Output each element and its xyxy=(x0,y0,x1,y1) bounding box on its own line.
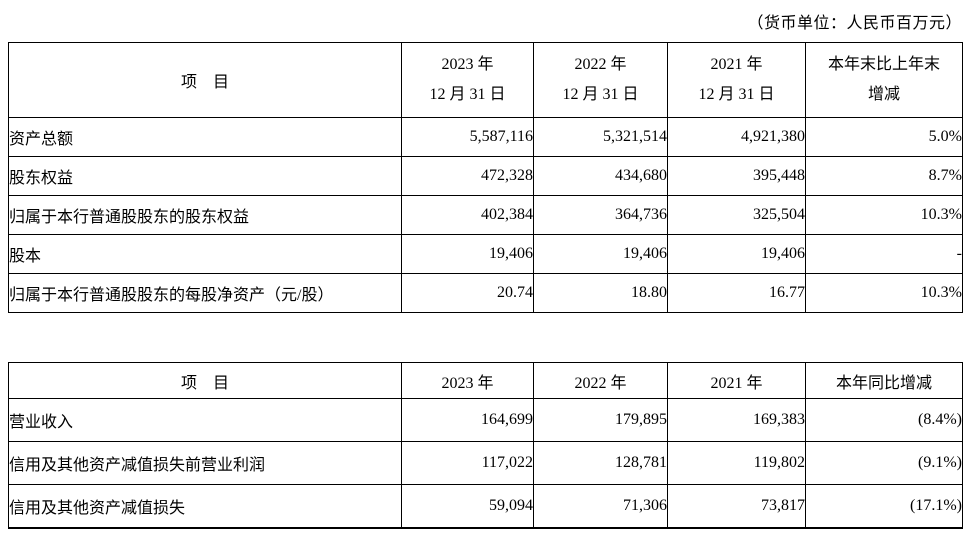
value-cell-2022: 18.80 xyxy=(533,273,668,313)
value-cell-2023: 117,022 xyxy=(401,441,534,485)
year-end-summary-table: 项 目 2023 年 12 月 31 日 2022 年 12 月 31 日 20 xyxy=(8,42,963,313)
value-cell-2023: 164,699 xyxy=(401,398,534,442)
value-cell-2022: 71,306 xyxy=(533,484,668,529)
item-cell: 营业收入 xyxy=(8,398,402,442)
value-cell-2021: 16.77 xyxy=(667,273,806,313)
annual-income-table: 项 目 2023 年 2022 年 2021 年 本年同比增减 营业收入 164… xyxy=(8,362,963,529)
value-cell-2021: 395,448 xyxy=(667,156,806,196)
change-cell: 10.3% xyxy=(805,273,963,313)
item-cell: 归属于本行普通股股东的每股净资产（元/股） xyxy=(8,273,402,313)
value-cell-2021: 119,802 xyxy=(667,441,806,485)
value-cell-2021: 169,383 xyxy=(667,398,806,442)
value-cell-2022: 19,406 xyxy=(533,234,668,274)
value-cell-2023: 19,406 xyxy=(401,234,534,274)
change-cell: 8.7% xyxy=(805,156,963,196)
table-row: 归属于本行普通股股东的每股净资产（元/股） 20.74 18.80 16.77 … xyxy=(8,273,963,313)
value-cell-2023: 20.74 xyxy=(401,273,534,313)
change-cell: 5.0% xyxy=(805,117,963,157)
table-row: 股东权益 472,328 434,680 395,448 8.7% xyxy=(8,156,963,196)
header-change-line2: 增减 xyxy=(867,86,900,103)
header-date: 12 月 31 日 xyxy=(562,86,639,103)
change-cell: (8.4%) xyxy=(805,398,963,442)
change-cell: (17.1%) xyxy=(805,484,963,529)
table-row: 营业收入 164,699 179,895 169,383 (8.4%) xyxy=(8,398,963,442)
item-cell: 归属于本行普通股股东的股东权益 xyxy=(8,195,402,235)
value-cell-2021: 19,406 xyxy=(667,234,806,274)
header-date: 12 月 31 日 xyxy=(429,86,506,103)
item-cell: 资产总额 xyxy=(8,117,402,157)
value-cell-2022: 128,781 xyxy=(533,441,668,485)
table-row: 资产总额 5,587,116 5,321,514 4,921,380 5.0% xyxy=(8,117,963,157)
table-row: 股本 19,406 19,406 19,406 - xyxy=(8,234,963,274)
table1-col-header-2022: 2022 年 12 月 31 日 xyxy=(533,42,668,118)
currency-unit-note: （货币单位：人民币百万元） xyxy=(747,15,962,32)
header-date: 12 月 31 日 xyxy=(698,86,775,103)
value-cell-2022: 364,736 xyxy=(533,195,668,235)
change-cell: (9.1%) xyxy=(805,441,963,485)
table1-col-header-2023: 2023 年 12 月 31 日 xyxy=(401,42,534,118)
value-cell-2022: 179,895 xyxy=(533,398,668,442)
item-cell: 信用及其他资产减值损失 xyxy=(8,484,402,529)
value-cell-2023: 402,384 xyxy=(401,195,534,235)
table1-header-row: 项 目 2023 年 12 月 31 日 2022 年 12 月 31 日 20 xyxy=(8,42,963,118)
header-change-line1: 本年末比上年末 xyxy=(827,56,940,73)
table2-col-header-change: 本年同比增减 xyxy=(805,362,963,399)
value-cell-2023: 472,328 xyxy=(401,156,534,196)
value-cell-2022: 5,321,514 xyxy=(533,117,668,157)
change-cell: 10.3% xyxy=(805,195,963,235)
header-year: 2023 年 xyxy=(441,56,494,73)
table1-item-column-header: 项 目 xyxy=(8,42,402,118)
value-cell-2023: 59,094 xyxy=(401,484,534,529)
value-cell-2021: 325,504 xyxy=(667,195,806,235)
value-cell-2022: 434,680 xyxy=(533,156,668,196)
item-cell: 股本 xyxy=(8,234,402,274)
value-cell-2021: 73,817 xyxy=(667,484,806,529)
table2-col-header-2021: 2021 年 xyxy=(667,362,806,399)
table-row: 信用及其他资产减值损失前营业利润 117,022 128,781 119,802… xyxy=(8,441,963,485)
table2-col-header-2022: 2022 年 xyxy=(533,362,668,399)
table2-header-row: 项 目 2023 年 2022 年 2021 年 本年同比增减 xyxy=(8,362,963,399)
table2-col-header-2023: 2023 年 xyxy=(401,362,534,399)
table1-col-header-change: 本年末比上年末 增减 xyxy=(805,42,963,118)
table-row: 信用及其他资产减值损失 59,094 71,306 73,817 (17.1%) xyxy=(8,484,963,529)
header-year: 2022 年 xyxy=(574,56,627,73)
item-cell: 信用及其他资产减值损失前营业利润 xyxy=(8,441,402,485)
table2-item-column-header: 项 目 xyxy=(8,362,402,399)
value-cell-2023: 5,587,116 xyxy=(401,117,534,157)
item-cell: 股东权益 xyxy=(8,156,402,196)
value-cell-2021: 4,921,380 xyxy=(667,117,806,157)
table-row: 归属于本行普通股股东的股东权益 402,384 364,736 325,504 … xyxy=(8,195,963,235)
change-cell: - xyxy=(805,234,963,274)
table1-col-header-2021: 2021 年 12 月 31 日 xyxy=(667,42,806,118)
header-year: 2021 年 xyxy=(710,56,763,73)
